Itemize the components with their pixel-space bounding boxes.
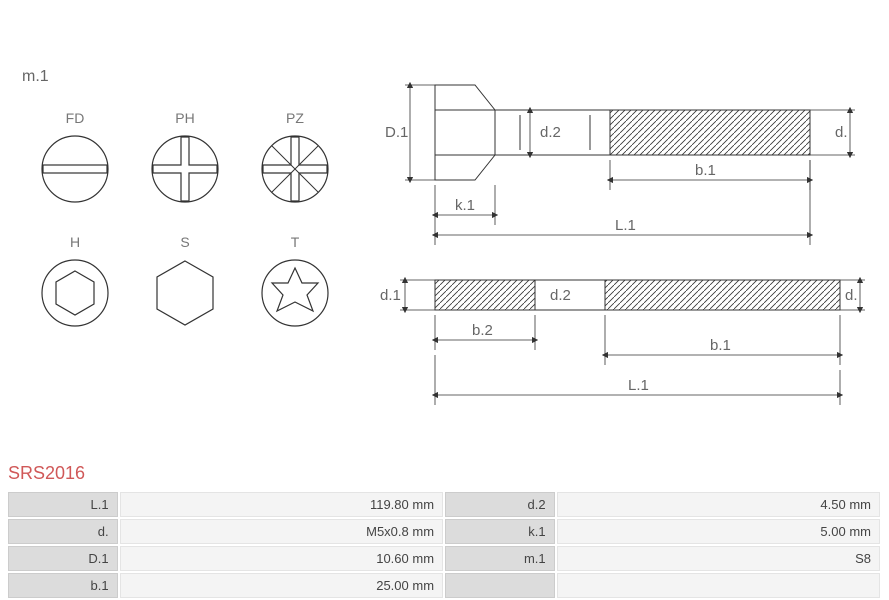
svg-text:L.1: L.1	[615, 217, 636, 234]
svg-text:d.1: d.1	[380, 287, 401, 304]
spec-value: 4.50 mm	[557, 492, 880, 517]
spec-value: 25.00 mm	[120, 573, 443, 598]
drive-t: T	[240, 234, 350, 328]
svg-text:L.1: L.1	[628, 377, 649, 394]
screw-bottom	[435, 280, 840, 310]
pozidriv-icon	[260, 134, 330, 204]
svg-text:b.1: b.1	[695, 162, 716, 179]
drive-row-1: FD PH PZ	[20, 110, 350, 204]
drive-h: H	[20, 234, 130, 328]
table-row: L.1 119.80 mm d.2 4.50 mm	[8, 492, 880, 517]
drive-row-2: H S T	[20, 234, 350, 328]
drive-label: S	[130, 234, 240, 250]
part-number: SRS2016	[8, 463, 85, 484]
spec-label: d.2	[445, 492, 555, 517]
spec-label: b.1	[8, 573, 118, 598]
svg-text:b.1: b.1	[710, 337, 731, 354]
drive-pz: PZ	[240, 110, 350, 204]
svg-text:D.1: D.1	[385, 124, 408, 141]
svg-text:d.: d.	[835, 124, 848, 141]
spec-label: d.	[8, 519, 118, 544]
diagram-area: m.1 FD PH PZ	[0, 0, 889, 440]
drive-s: S	[130, 234, 240, 328]
drive-label: H	[20, 234, 130, 250]
spec-label: L.1	[8, 492, 118, 517]
drive-label: PH	[130, 110, 240, 126]
svg-text:d.: d.	[845, 287, 858, 304]
spec-value: 119.80 mm	[120, 492, 443, 517]
svg-text:b.2: b.2	[472, 322, 493, 339]
drive-label: PZ	[240, 110, 350, 126]
spec-value: 10.60 mm	[120, 546, 443, 571]
spec-label	[445, 573, 555, 598]
hex-external-icon	[150, 258, 220, 328]
screw-drawings: D.1 d.2 d. k.1 b.1 L.1	[380, 55, 870, 425]
drive-types-grid: FD PH PZ	[20, 110, 350, 358]
table-row: b.1 25.00 mm	[8, 573, 880, 598]
spec-value: M5x0.8 mm	[120, 519, 443, 544]
spec-label: D.1	[8, 546, 118, 571]
spec-value	[557, 573, 880, 598]
spec-value: 5.00 mm	[557, 519, 880, 544]
drive-ph: PH	[130, 110, 240, 204]
svg-text:d.2: d.2	[550, 287, 571, 304]
drive-label: T	[240, 234, 350, 250]
drive-fd: FD	[20, 110, 130, 204]
slot-icon	[40, 134, 110, 204]
torx-icon	[260, 258, 330, 328]
hex-socket-icon	[40, 258, 110, 328]
svg-text:k.1: k.1	[455, 197, 475, 214]
screw-top	[435, 85, 810, 180]
table-row: d. M5x0.8 mm k.1 5.00 mm	[8, 519, 880, 544]
drive-label: FD	[20, 110, 130, 126]
spec-value: S8	[557, 546, 880, 571]
spec-label: m.1	[445, 546, 555, 571]
m1-header-label: m.1	[22, 68, 49, 86]
phillips-icon	[150, 134, 220, 204]
spec-table: L.1 119.80 mm d.2 4.50 mm d. M5x0.8 mm k…	[6, 490, 882, 600]
spec-label: k.1	[445, 519, 555, 544]
svg-text:d.2: d.2	[540, 124, 561, 141]
table-row: D.1 10.60 mm m.1 S8	[8, 546, 880, 571]
